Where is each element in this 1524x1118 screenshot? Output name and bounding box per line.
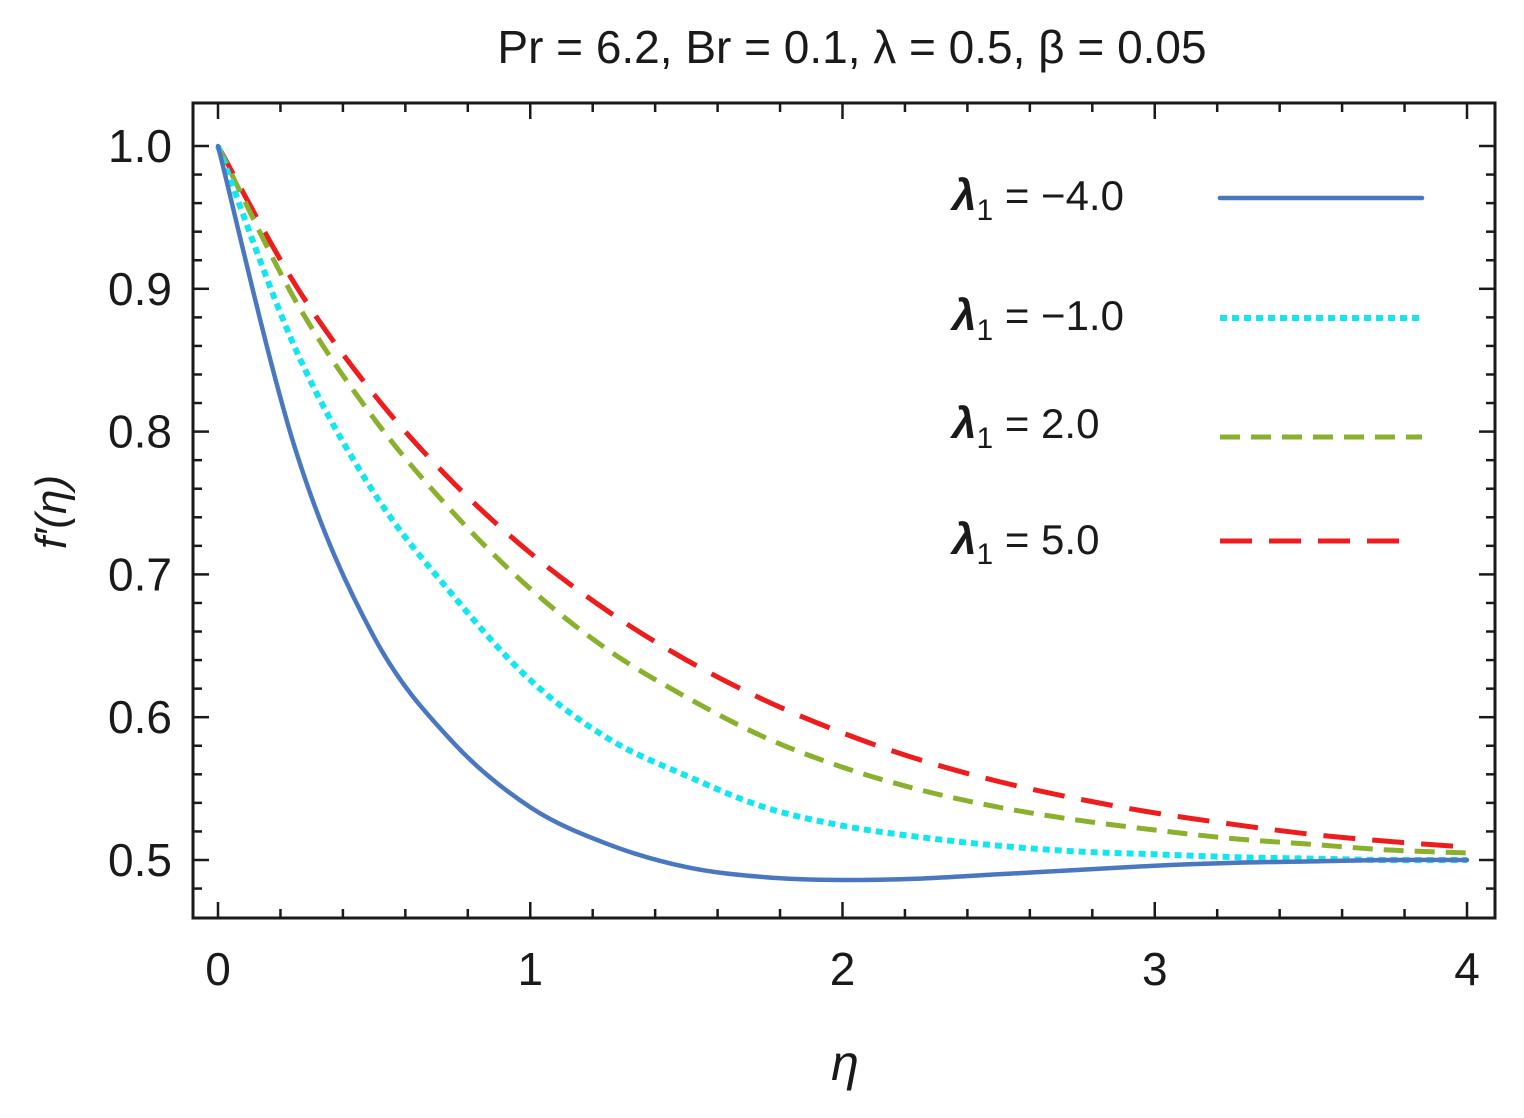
plot-frame [191,101,1497,920]
y-axis-label: f′(η) [27,475,76,549]
y-tick-label: 0.5 [108,834,172,886]
x-axis-label: η [831,1035,859,1091]
x-tick-label: 4 [1454,943,1480,995]
chart-title: Pr = 6.2, Br = 0.1, λ = 0.5, β = 0.05 [497,21,1206,73]
legend-label-1: λ1 = −4.0 [950,171,1124,227]
legend-label-3: λ1 = 2.0 [950,399,1099,455]
y-tick-label: 0.6 [108,691,172,743]
legend-label-4: λ1 = 5.0 [950,515,1099,571]
y-tick-label: 1.0 [108,120,172,172]
axis-ticks: 0 1 2 3 4 0.5 0.6 0.7 0.8 0.9 1.0 [108,103,1495,995]
x-tick-label: 0 [205,943,231,995]
legend: λ1 = −4.0 λ1 = −1.0 λ1 = 2.0 λ1 = 5.0 [950,171,1425,571]
series-line-2 [215,144,1468,864]
series-layer [215,143,1470,883]
series-line-1 [215,143,1470,883]
x-tick-label: 2 [830,943,856,995]
x-tick-label: 1 [517,943,543,995]
y-tick-label: 0.7 [108,548,172,600]
series-line-3 [215,144,1468,856]
series-line-4 [215,144,1468,850]
legend-label-2: λ1 = −1.0 [950,291,1124,347]
y-tick-label: 0.9 [108,263,172,315]
x-tick-label: 3 [1142,943,1168,995]
y-tick-label: 0.8 [108,406,172,458]
